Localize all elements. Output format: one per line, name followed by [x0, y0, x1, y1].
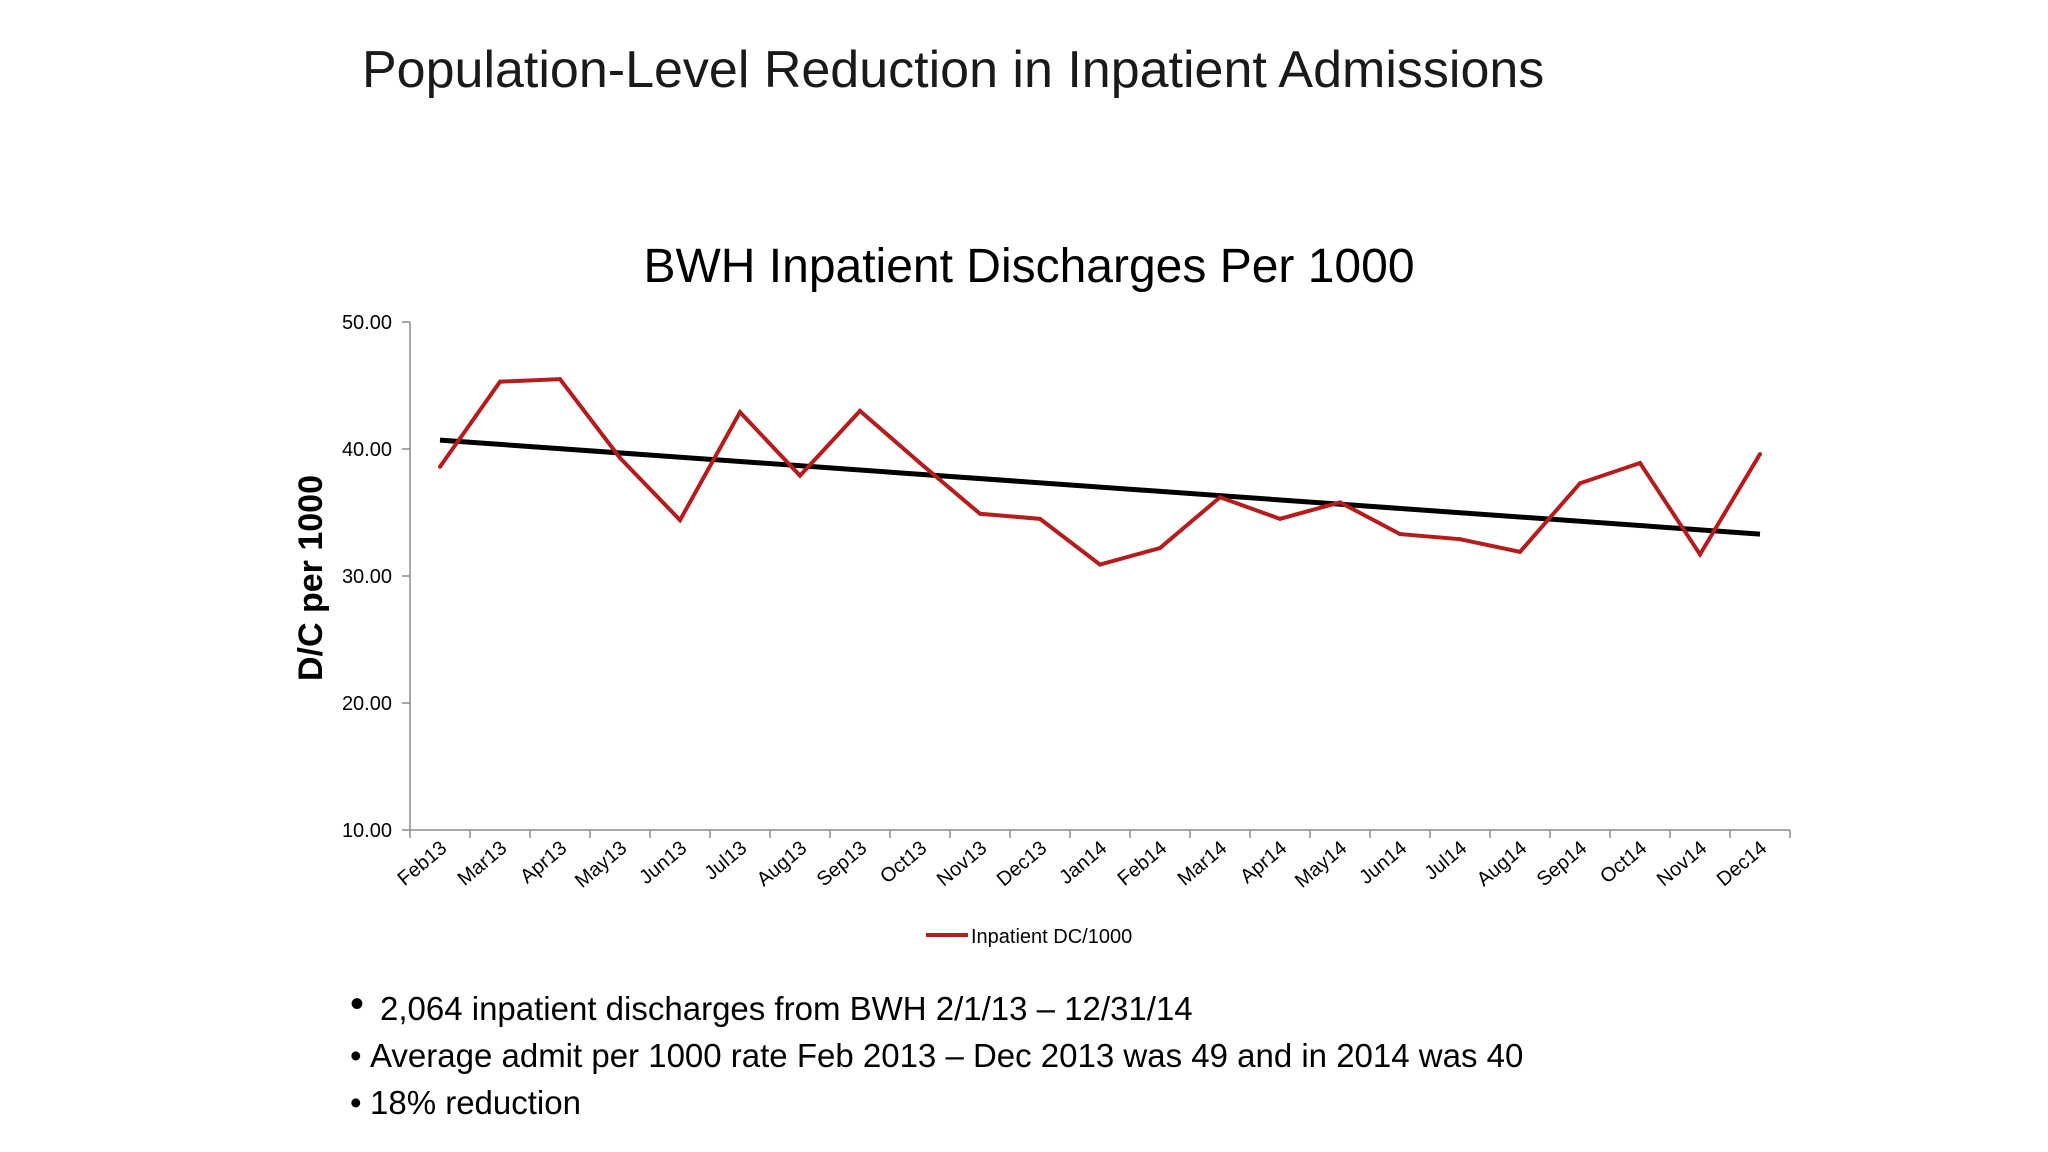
- data-point: [738, 410, 742, 415]
- data-point: [1758, 452, 1762, 457]
- data-point: [498, 379, 502, 384]
- x-tick-label: Jul13: [700, 837, 751, 885]
- x-tick-label: Apr13: [516, 837, 571, 888]
- data-point: [1638, 460, 1642, 465]
- legend: Inpatient DC/1000: [926, 926, 1132, 948]
- data-point: [978, 511, 982, 516]
- data-point: [1038, 516, 1042, 521]
- slide-title: Population-Level Reduction in Inpatient …: [362, 41, 1545, 99]
- series-layer: [438, 377, 1762, 567]
- data-point: [1698, 552, 1702, 557]
- bullet-item: Average admit per 1000 rate Feb 2013 – D…: [350, 1032, 1523, 1079]
- tick-labels: 10.00 20.00 30.00 40.00 50.00 Feb13 Mar13 Apr13…: [342, 312, 1771, 892]
- y-axis-label: D/C per 1000: [292, 475, 330, 681]
- x-tick-label: Feb14: [1114, 837, 1172, 890]
- trendline: [439, 437, 1761, 537]
- x-tick-label: May13: [571, 837, 631, 892]
- x-tick-label: Jul14: [1420, 837, 1471, 885]
- x-tick-label: Jun14: [1355, 837, 1411, 889]
- y-tick-label: 20.00: [342, 693, 392, 715]
- data-point: [1338, 500, 1342, 505]
- x-tick-label: Jun13: [635, 837, 691, 889]
- y-tick-label: 40.00: [342, 439, 392, 461]
- x-tick-label: Oct14: [1596, 837, 1651, 888]
- data-point: [1578, 481, 1582, 486]
- data-point: [1098, 562, 1102, 567]
- legend-label: Inpatient DC/1000: [971, 926, 1132, 948]
- y-tick-label: 50.00: [342, 312, 392, 334]
- bullet-list: 2,064 inpatient discharges from BWH 2/1/…: [350, 981, 1523, 1126]
- series-line: [438, 377, 1762, 567]
- data-point: [858, 408, 862, 413]
- x-tick-label: Sep14: [1533, 837, 1591, 891]
- x-tick-label: Nov13: [933, 837, 991, 891]
- x-tick-label: Mar14: [1174, 837, 1232, 890]
- data-point: [1458, 537, 1462, 542]
- x-tick-label: Feb13: [394, 837, 452, 890]
- data-point: [618, 455, 622, 460]
- x-tick-label: Aug14: [1473, 837, 1531, 891]
- y-tick-label: 30.00: [342, 566, 392, 588]
- x-tick-label: Oct13: [876, 837, 931, 888]
- x-tick-label: Dec14: [1713, 837, 1771, 891]
- x-tick-label: Nov14: [1653, 837, 1711, 891]
- chart-title: BWH Inpatient Discharges Per 1000: [643, 240, 1414, 293]
- bullet-item: 2,064 inpatient discharges from BWH 2/1/…: [350, 981, 1523, 1032]
- x-tick-label: Sep13: [813, 837, 871, 891]
- x-tick-label: Apr14: [1236, 837, 1291, 888]
- x-tick-label: Dec13: [993, 837, 1051, 891]
- data-point: [558, 377, 562, 382]
- x-tick-label: Mar13: [454, 837, 512, 890]
- trendline-layer: [439, 437, 1761, 537]
- x-tick-label: Jan14: [1055, 837, 1111, 889]
- axes: [402, 321, 1791, 838]
- data-point: [918, 460, 922, 465]
- data-point: [798, 473, 802, 478]
- bullet-item: 18% reduction: [350, 1079, 1523, 1126]
- data-point: [1158, 546, 1162, 551]
- data-point: [1278, 516, 1282, 521]
- data-point: [1518, 549, 1522, 554]
- data-point: [678, 518, 682, 523]
- x-tick-label: May14: [1291, 837, 1351, 892]
- data-point: [1218, 495, 1222, 500]
- data-point: [438, 464, 442, 469]
- x-tick-label: Aug13: [753, 837, 811, 891]
- y-tick-label: 10.00: [342, 820, 392, 842]
- data-point: [1398, 532, 1402, 537]
